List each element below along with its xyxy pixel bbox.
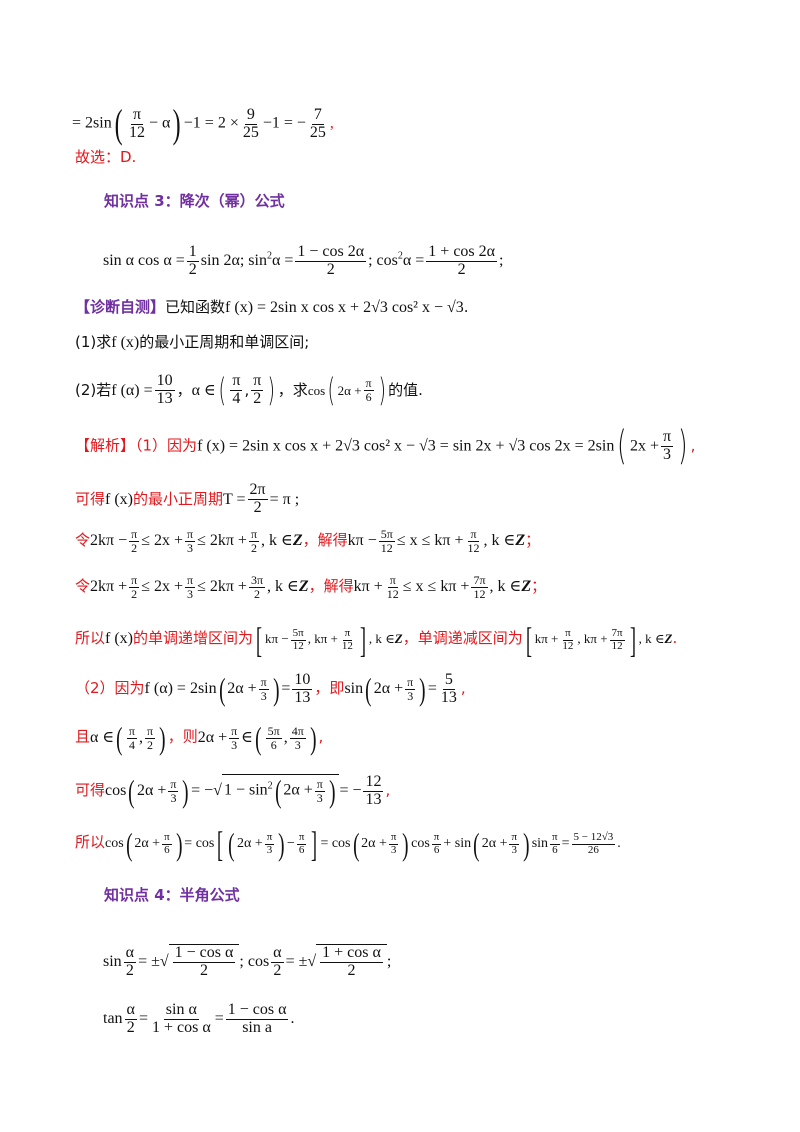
section3-formula: sin α cos α = 1 2 sin 2α; sin2α = 1 − cos 2α… — [103, 243, 504, 278]
question-2: (2)若f (α) = 10 13 ，α ∈(π 4, π 2) ，求cos(2α + π 6) 的… — [75, 371, 423, 410]
solution-line-5: 所以f (x)的单调递增区间为[kπ −5π 12, kπ + π 12], k ∈Z… — [75, 620, 678, 660]
solution-line-7: 且α ∈(π 4, π 2) ，则2α + π 3 ∈(5π 6, 4π 3), — [75, 720, 324, 756]
solution-line-2: 可得f (x)的最小正周期T = 2π 2 = π ; — [75, 481, 300, 516]
question-1: (1)求f (x)的最小正周期和单调区间; — [75, 333, 310, 351]
solution-line-6: （2）因为f (α) = 2sin(2α + π 3) = 10 13 ，即sin(2α +… — [75, 671, 466, 708]
solution-line-8: 可得cos(2α + π 3) = −√ 1 − sin2(2α + π 3) = −12 13… — [75, 773, 391, 810]
answer-line: 故选：D. — [75, 148, 137, 166]
solution-line-1: 【解析】（1）因为f (x) = 2sin x cos x + 2√3 cos²… — [75, 423, 696, 469]
solution-line-9: 所以cos(2α + π 6) = cos[(2α + π 3) − π 6] = cos(2α … — [75, 824, 621, 864]
top-prefix: = 2sin — [72, 114, 112, 132]
solution-line-4: 令2kπ + π 2 ≤ 2x + π 3 ≤ 2kπ +3π 2, k ∈Z，解得kπ + π… — [75, 573, 547, 601]
section4-title: 知识点 4：半角公式 — [104, 886, 240, 904]
section3-title: 知识点 3：降次（幂）公式 — [104, 192, 285, 210]
solution-line-3: 令2kπ − π 2 ≤ 2x + π 3 ≤ 2kπ + π 2, k ∈Z，解得kπ −5π… — [75, 527, 541, 555]
diagnose-line: 【诊断自测】已知函数f (x) = 2sin x cos x + 2√3 cos… — [75, 298, 469, 316]
top-equation: = 2sin(π 12− α) −1 = 2 × 9 25 −1 = −7 25, — [72, 101, 334, 146]
